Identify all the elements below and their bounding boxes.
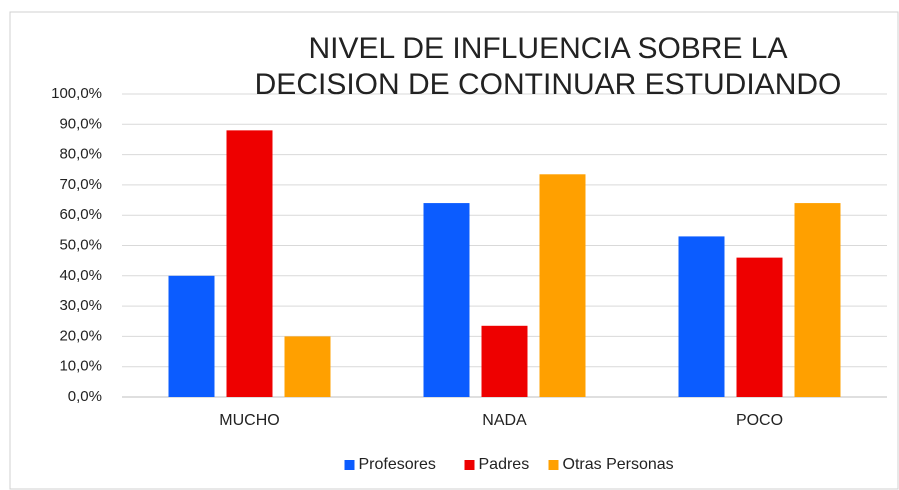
bar (226, 130, 273, 398)
bar (794, 203, 841, 397)
bar (168, 275, 215, 397)
legend-label: Padres (479, 456, 530, 473)
legend-label: Profesores (359, 456, 436, 473)
legend-swatch (548, 460, 559, 470)
bar (736, 257, 783, 397)
bar (423, 203, 470, 397)
y-tick-label: 10,0% (59, 358, 102, 375)
y-tick-label: 40,0% (59, 267, 102, 284)
legend-swatch (464, 460, 475, 470)
y-tick-label: 30,0% (59, 297, 102, 314)
bar (539, 174, 586, 397)
x-tick-label: NADA (482, 412, 527, 429)
y-tick-label: 90,0% (59, 115, 102, 132)
x-tick-label: MUCHO (219, 412, 279, 429)
y-tick-label: 0,0% (68, 388, 102, 405)
legend-label: Otras Personas (563, 456, 674, 473)
legend-swatch (344, 460, 355, 470)
y-tick-label: 50,0% (59, 236, 102, 253)
y-tick-label: 60,0% (59, 206, 102, 223)
chart-border (9, 11, 899, 490)
chart-title: DECISION DE CONTINUAR ESTUDIANDO (255, 68, 842, 101)
y-tick-label: 100,0% (51, 85, 102, 102)
x-tick-label: POCO (736, 412, 783, 429)
bar (284, 336, 331, 397)
y-tick-label: 20,0% (59, 327, 102, 344)
y-tick-label: 80,0% (59, 146, 102, 163)
chart-title: NIVEL DE INFLUENCIA SOBRE LA (308, 32, 787, 65)
y-tick-label: 70,0% (59, 176, 102, 193)
bar (678, 236, 725, 397)
bar (481, 325, 528, 397)
